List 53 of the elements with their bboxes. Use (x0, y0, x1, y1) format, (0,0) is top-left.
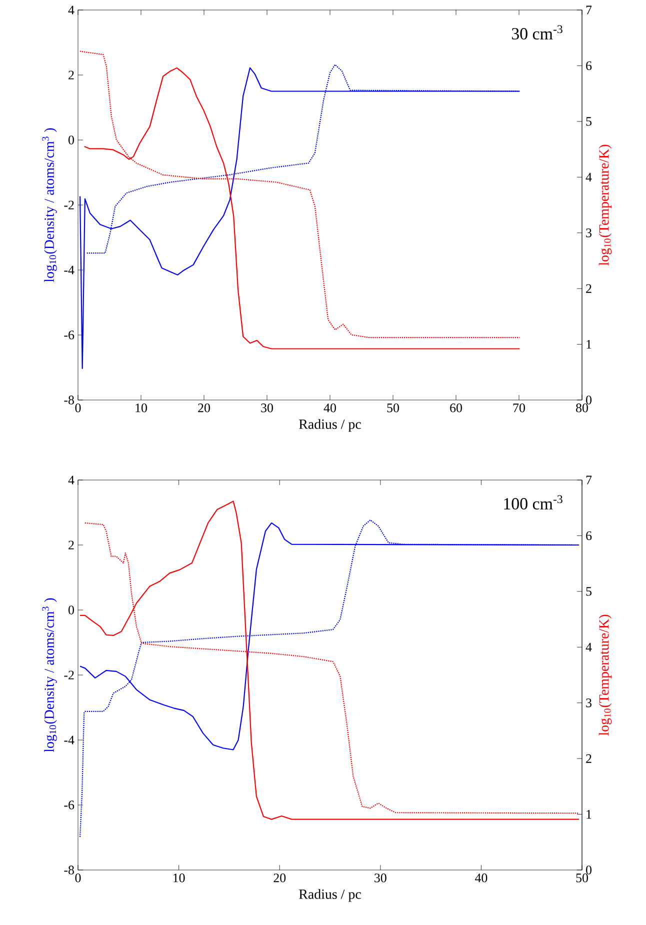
y2-tick-label: 4 (586, 642, 592, 652)
y2-tick-label: 7 (586, 476, 592, 484)
y-tick-label: -8 (64, 396, 74, 404)
y-tick-label: -4 (64, 736, 74, 744)
annotation: 100 cm$^{-3}$ (504, 495, 562, 510)
x-tick-label: 80 (576, 404, 588, 412)
x-tick-label: 40 (474, 874, 488, 882)
y-tick-label: -2 (64, 200, 74, 210)
x-tick-label: 20 (274, 874, 286, 882)
y2-tick-label: 4 (586, 172, 592, 182)
x-tick-label: 10 (173, 874, 185, 882)
y2-tick-label: 6 (586, 61, 592, 70)
x-tick-label: 40 (324, 404, 336, 412)
y-tick-label: 4 (68, 476, 74, 484)
y-tick-label: -8 (64, 866, 74, 874)
y-tick-label: 0 (68, 606, 74, 614)
x-tick-label: 10 (136, 404, 147, 412)
y2-tick-label: 3 (586, 698, 592, 708)
x-tick-label: 50 (576, 874, 588, 882)
y2-tick-label: 0 (586, 866, 592, 874)
x-axis-title: Radius / pc (299, 889, 361, 902)
x-tick-label: 0 (75, 874, 81, 882)
y2-tick-label: 5 (586, 587, 592, 596)
y2-tick-label: 0 (586, 396, 592, 404)
x-tick-label: 30 (374, 874, 386, 882)
x-axis-title: Radius / pc (299, 419, 361, 432)
y2-tick-label: 1 (586, 810, 592, 819)
y-tick-label: 2 (68, 540, 74, 550)
x-tick-label: 70 (513, 404, 525, 412)
y-tick-label: 2 (68, 70, 74, 80)
y2-tick-label: 1 (586, 340, 592, 349)
y2-tick-label: 5 (586, 117, 592, 126)
y-tick-label: 4 (68, 6, 74, 14)
y-tick-label: -6 (64, 800, 74, 810)
x-tick-label: 30 (261, 404, 273, 412)
y-tick-label: -2 (64, 670, 74, 680)
y2-tick-label: 2 (586, 754, 592, 763)
x-tick-label: 50 (387, 404, 399, 412)
annotation: 30 cm$^{-3}$ (512, 25, 562, 40)
y-axis-title: log$_{10}$(Density / atoms/cm$^{3}$ ) (42, 128, 57, 282)
y2-tick-label: 2 (586, 284, 592, 293)
x-tick-label: 0 (75, 404, 81, 412)
y-tick-label: 0 (68, 136, 74, 144)
y-axis-title: log$_{10}$(Density / atoms/cm$^{3}$ ) (42, 598, 57, 752)
y2-axis-title: log$_{10}$(Temperature/K) (598, 144, 612, 266)
y2-tick-label: 6 (586, 531, 592, 540)
x-tick-label: 20 (198, 404, 210, 412)
y-tick-label: -6 (64, 330, 74, 340)
y2-tick-label: 7 (586, 6, 592, 14)
x-tick-label: 60 (450, 404, 462, 412)
y-tick-label: -4 (64, 266, 74, 274)
y2-axis-title: log$_{10}$(Temperature/K) (598, 614, 612, 736)
y2-tick-label: 3 (586, 228, 592, 238)
